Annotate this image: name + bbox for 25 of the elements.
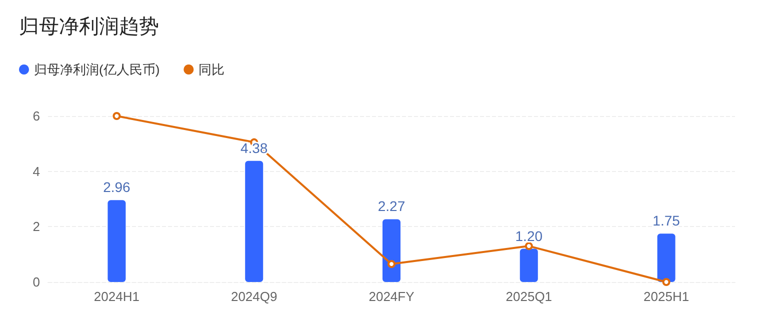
bar	[245, 160, 264, 282]
data-label: 2.27	[378, 198, 406, 214]
x-tick-label: 2024Q9	[230, 289, 278, 304]
point	[524, 242, 533, 250]
x-tick-label: 2024H1	[94, 289, 140, 304]
y-tick-label: 6	[32, 108, 40, 124]
x-tick-label: 2024FY	[368, 289, 415, 304]
y-tick-label: 0	[32, 274, 40, 290]
legend-label: 同比	[198, 62, 225, 77]
chart-title: 归母净利润趋势	[19, 16, 159, 38]
data-label: 1.75	[652, 212, 680, 229]
y-tick-label: 4	[32, 164, 40, 179]
legend-label: 归母净利润(亿人民币)	[34, 62, 160, 77]
bar	[520, 248, 538, 282]
bar	[657, 234, 676, 282]
bar	[382, 219, 400, 282]
point	[662, 278, 670, 286]
point	[112, 112, 121, 120]
y-tick-label: 2	[32, 219, 40, 234]
data-label: 2.96	[103, 179, 131, 196]
bar	[108, 200, 126, 282]
x-tick-label: 2025H1	[644, 289, 690, 304]
point	[388, 260, 396, 268]
x-tick-label: 2025Q1	[506, 289, 552, 304]
data-label: 1.20	[515, 228, 543, 244]
